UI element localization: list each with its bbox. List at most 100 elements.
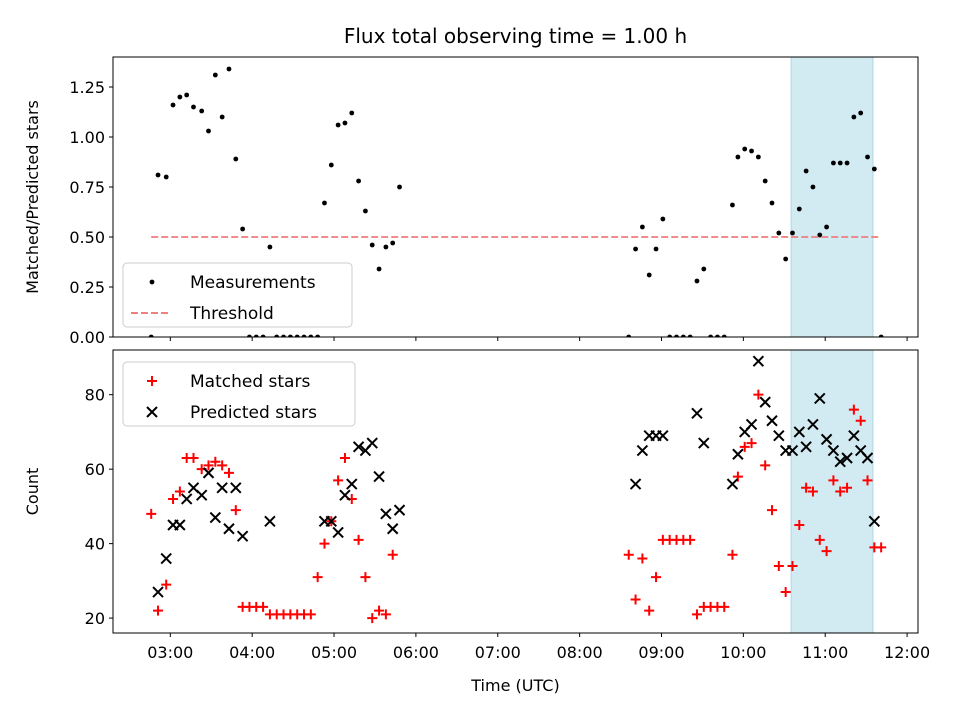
matched-star-point xyxy=(374,605,385,616)
measurement-point xyxy=(783,256,789,262)
matched-star-point xyxy=(651,572,662,583)
predicted-star-point xyxy=(332,526,344,539)
predicted-star-point xyxy=(380,508,392,520)
matched-star-point xyxy=(188,452,199,463)
x-tick-label: 07:00 xyxy=(475,643,521,662)
matched-star-point xyxy=(217,460,228,471)
measurement-point xyxy=(646,272,652,278)
predicted-star-point xyxy=(373,470,385,483)
predicted-star-point xyxy=(216,482,228,494)
measurement-point xyxy=(383,244,389,250)
panel-2: 20 40 60 80 03:00 04:00 05:00 06:00 07:00 08:00 09… xyxy=(23,349,930,695)
predicted-star-point xyxy=(827,444,840,457)
predicted-star-point xyxy=(160,552,172,565)
predicted-star-point xyxy=(786,444,799,457)
measurement-point xyxy=(844,160,850,166)
measurement-point xyxy=(233,156,239,162)
measurement-point xyxy=(376,266,382,272)
matched-star-point xyxy=(855,415,866,426)
y-tick-label: 0.75 xyxy=(69,178,105,197)
matched-star-point xyxy=(305,609,316,620)
legend: Matched stars Predicted stars xyxy=(122,361,356,427)
measurement-point xyxy=(226,66,232,72)
x-tick-label: 05:00 xyxy=(311,643,357,662)
measurement-point xyxy=(315,334,321,337)
measurement-point xyxy=(701,266,707,272)
observing-span-shade xyxy=(790,349,874,634)
predicted-star-point xyxy=(264,515,276,527)
predicted-star-point xyxy=(174,519,186,531)
measurement-point xyxy=(824,224,829,230)
legend: Measurements Threshold xyxy=(122,262,353,328)
measurement-point xyxy=(674,334,679,337)
axes-frame xyxy=(112,349,919,634)
matched-star-point xyxy=(623,549,634,560)
measurement-point xyxy=(212,72,218,78)
measurement-point xyxy=(749,148,754,154)
predicted-star-point xyxy=(180,493,193,505)
measurement-point xyxy=(349,110,355,116)
measurement-point xyxy=(755,154,761,160)
plot-area xyxy=(148,66,884,337)
predicted-star-point xyxy=(195,489,208,501)
matched-star-point xyxy=(230,505,241,516)
measurement-point xyxy=(633,246,638,252)
predicted-star-point xyxy=(766,415,778,427)
legend-label: Predicted stars xyxy=(190,403,317,423)
matched-star-point xyxy=(333,475,344,486)
series-predicted-stars xyxy=(152,355,881,598)
x-tick-label: 03:00 xyxy=(147,643,193,662)
predicted-star-point xyxy=(759,396,771,408)
matched-star-point xyxy=(828,475,839,486)
matched-star-point xyxy=(719,601,730,612)
measurement-point xyxy=(267,244,273,250)
measurement-point xyxy=(335,122,341,128)
measurement-point xyxy=(206,128,211,134)
measurement-point xyxy=(301,334,307,337)
measurement-point xyxy=(810,184,816,190)
matched-star-point xyxy=(760,460,771,471)
matched-star-point xyxy=(746,438,757,449)
matched-star-point xyxy=(367,613,378,624)
predicted-star-point xyxy=(698,437,710,449)
measurement-point xyxy=(163,174,169,180)
predicted-star-point xyxy=(807,418,819,431)
predicted-star-point xyxy=(834,456,846,468)
measurement-point xyxy=(177,94,183,100)
y-tick-label: 0.00 xyxy=(69,328,105,347)
matched-star-point xyxy=(312,572,323,583)
measurement-point xyxy=(170,102,176,108)
predicted-star-point xyxy=(346,478,358,490)
matched-star-point xyxy=(644,605,655,616)
measurement-point xyxy=(342,120,348,126)
x-tick-label: 12:00 xyxy=(884,643,930,662)
measurement-point xyxy=(837,160,843,166)
matched-star-point xyxy=(380,609,391,620)
y-tick-label: 1.00 xyxy=(69,128,105,147)
y-tick-label: 20 xyxy=(85,609,105,628)
predicted-star-point xyxy=(366,437,378,449)
measurement-point xyxy=(287,334,293,337)
predicted-star-point xyxy=(339,489,351,501)
measurement-point xyxy=(240,226,246,232)
matched-star-point xyxy=(174,486,185,497)
observing-span-shade xyxy=(790,56,874,338)
predicted-star-point xyxy=(386,523,399,535)
predicted-star-point xyxy=(352,441,365,453)
measurement-point xyxy=(687,334,693,337)
measurement-point xyxy=(865,154,870,160)
legend-label: Threshold xyxy=(189,304,274,324)
measurement-point xyxy=(790,230,795,236)
measurement-point xyxy=(626,334,632,337)
measurement-point xyxy=(871,166,877,172)
y-tick-label: 40 xyxy=(85,535,105,554)
chart-title: Flux total observing time = 1.00 h xyxy=(344,24,687,48)
axes-frame xyxy=(112,56,919,338)
measurement-point xyxy=(653,246,659,252)
matched-star-point xyxy=(767,505,778,516)
y-tick-label: 1.25 xyxy=(69,78,105,97)
matched-star-point xyxy=(691,609,702,620)
series-matched-stars xyxy=(146,389,887,624)
matched-star-point xyxy=(727,549,738,560)
